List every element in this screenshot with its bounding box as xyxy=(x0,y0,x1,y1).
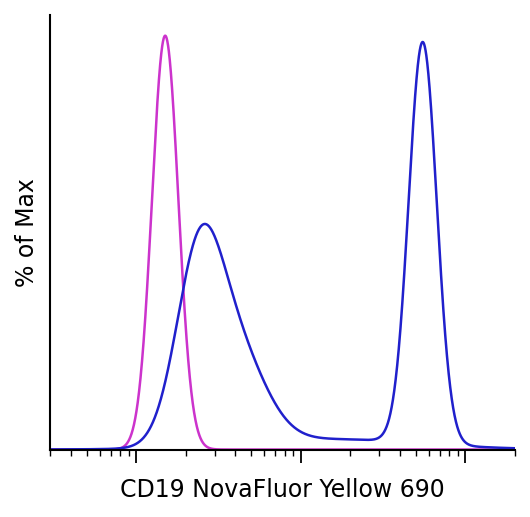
X-axis label: CD19 NovaFluor Yellow 690: CD19 NovaFluor Yellow 690 xyxy=(120,478,445,502)
Y-axis label: % of Max: % of Max xyxy=(15,178,39,287)
